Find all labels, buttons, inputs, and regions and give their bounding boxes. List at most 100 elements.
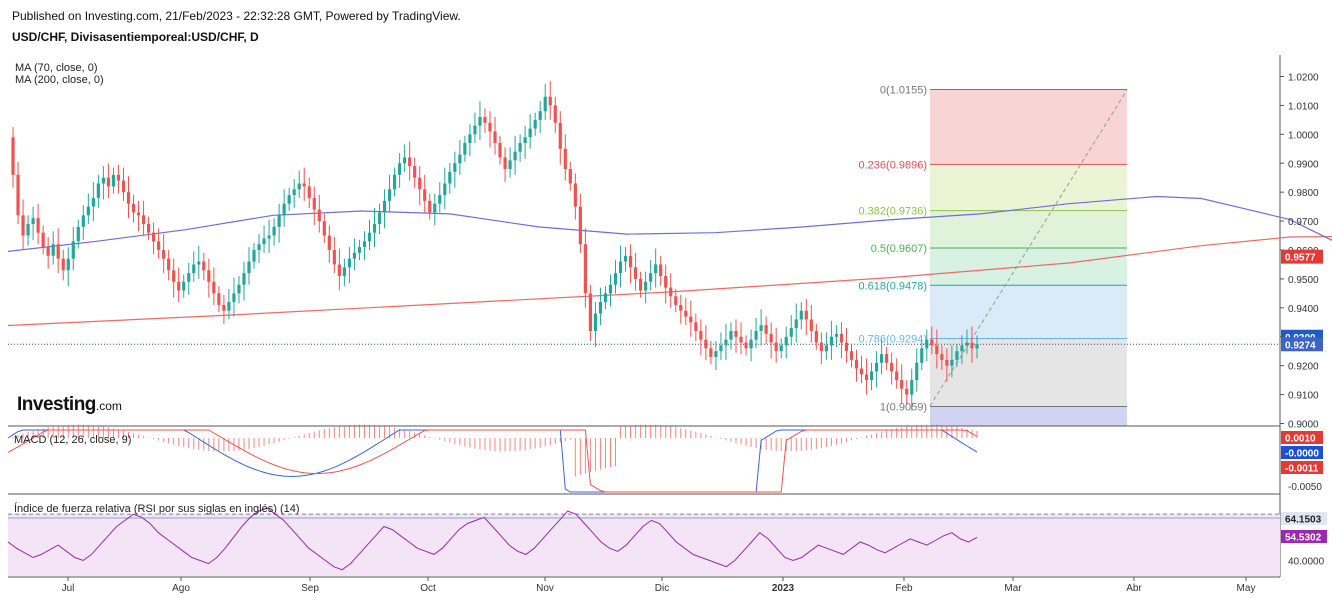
time-axis: Jul Ago Sep Oct Nov Dic 2023 Feb Mar Abr May xyxy=(62,577,1255,594)
fib-level-label: 0.382(0.9736) xyxy=(859,206,928,218)
candle-body xyxy=(36,218,40,233)
candle-body xyxy=(814,330,818,343)
candle-body xyxy=(131,203,136,213)
candle-body xyxy=(538,111,542,120)
candle-body xyxy=(51,244,55,256)
price-tick-label: 0.9700 xyxy=(1288,217,1319,228)
candle-body xyxy=(588,293,593,331)
candle-body xyxy=(357,247,362,253)
candle-body xyxy=(327,235,331,250)
candle-body xyxy=(277,215,281,227)
candle-body xyxy=(503,157,507,170)
candle-body xyxy=(362,241,367,248)
candle-body xyxy=(955,351,959,360)
candle-body xyxy=(207,270,211,282)
candle-body xyxy=(187,273,191,282)
ma70-legend[interactable]: MA (70, close, 0) xyxy=(15,62,98,74)
candle-body xyxy=(739,336,743,343)
rsi-value-tag-bg xyxy=(1281,530,1327,543)
candle-body xyxy=(874,362,879,372)
candle-body xyxy=(880,354,884,363)
candle-body xyxy=(232,293,236,303)
price-tick-label: 0.9900 xyxy=(1288,159,1319,170)
candle-body xyxy=(684,310,688,317)
candle-body xyxy=(553,105,557,123)
candle-body xyxy=(729,330,733,340)
candle-body xyxy=(659,264,663,277)
macd-hist-tag: 0.0010 xyxy=(1285,434,1316,445)
candle-body xyxy=(146,223,151,233)
candle-body xyxy=(81,215,85,227)
candle-body xyxy=(292,189,296,196)
candle-body xyxy=(623,255,628,262)
candle-body xyxy=(272,226,276,236)
candle-body xyxy=(352,252,357,259)
candle-body xyxy=(372,223,377,233)
candle-body xyxy=(347,258,352,268)
candle-body xyxy=(192,264,196,274)
candle-body xyxy=(679,304,683,311)
candle-body xyxy=(548,96,552,106)
fib-zone xyxy=(930,338,1127,407)
fib-level-label: 0.236(0.9896) xyxy=(859,159,928,171)
candle-body xyxy=(975,344,979,349)
fibonacci-tool[interactable]: 0(1.0155) 0.236(0.9896) 0.382(0.9736) 0.5(0… xyxy=(8,85,1280,426)
candle-body xyxy=(438,195,442,204)
candle-body xyxy=(473,125,477,135)
candle-body xyxy=(734,330,738,337)
candle-body xyxy=(26,223,30,236)
candle-body xyxy=(689,316,693,323)
rsi-upper-tag: 64.1503 xyxy=(1285,515,1322,526)
candle-body xyxy=(56,244,60,259)
candle-body xyxy=(764,325,768,334)
candle-body xyxy=(603,293,608,303)
time-tick-label: Feb xyxy=(895,583,913,594)
candle-body xyxy=(382,200,387,213)
candle-body xyxy=(322,221,326,236)
candle-body xyxy=(162,250,166,259)
candle-body xyxy=(890,362,894,372)
candle-body xyxy=(628,255,633,268)
price-axis: 1.02001.01001.00000.99000.98000.97000.96… xyxy=(1280,73,1323,431)
candle-body xyxy=(182,281,186,291)
rsi-upper-tag-bg xyxy=(1281,512,1327,525)
candle-body xyxy=(945,359,949,366)
candle-body xyxy=(523,137,527,144)
candle-body xyxy=(654,264,658,274)
time-tick-label: Mar xyxy=(1004,583,1022,594)
candle-body xyxy=(915,362,919,381)
candle-body xyxy=(212,281,216,294)
candle-body xyxy=(533,119,537,129)
candle-body xyxy=(86,206,90,216)
candle-body xyxy=(337,264,341,277)
fib-level-label: 0.618(0.9478) xyxy=(859,280,928,292)
candle-body xyxy=(387,189,392,201)
candle-body xyxy=(824,345,828,352)
candle-body xyxy=(779,345,783,352)
rsi-title[interactable]: Índice de fuerza relativa (RSI por sus s… xyxy=(14,503,300,515)
candle-body xyxy=(598,302,603,314)
candle-body xyxy=(483,116,487,123)
candle-body xyxy=(136,212,141,216)
candle-body xyxy=(282,203,286,216)
candle-body xyxy=(644,281,648,291)
candle-body xyxy=(21,215,25,236)
time-tick-label: Nov xyxy=(536,583,554,594)
candle-body xyxy=(41,232,45,248)
candle-body xyxy=(287,195,291,204)
candle-body xyxy=(578,206,582,245)
candle-body xyxy=(960,345,964,352)
candle-body xyxy=(237,284,241,294)
candle-body xyxy=(11,137,15,175)
candle-body xyxy=(839,333,844,343)
ma200-legend[interactable]: MA (200, close, 0) xyxy=(15,74,104,86)
fib-zone xyxy=(930,210,1127,248)
candle-body xyxy=(518,143,522,152)
candle-body xyxy=(408,157,412,167)
ma200-value-tag-bg xyxy=(1281,249,1323,264)
candle-body xyxy=(769,333,773,343)
candle-body xyxy=(910,380,914,395)
macd-title[interactable]: MACD (12, 26, close, 9) xyxy=(14,434,132,446)
